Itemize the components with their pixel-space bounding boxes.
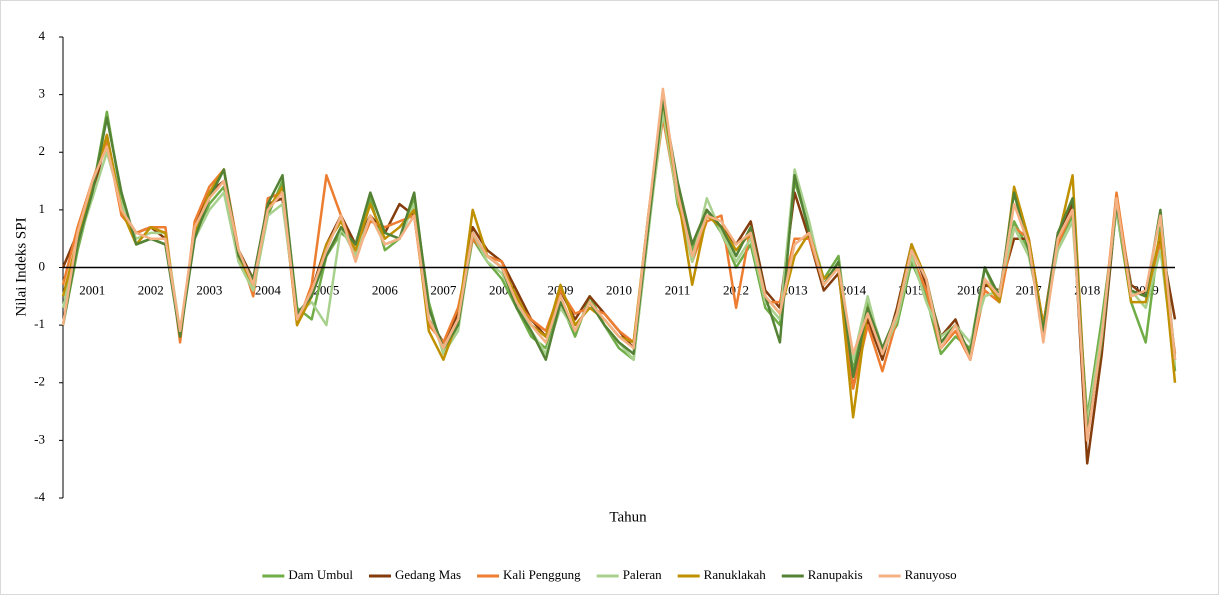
y-tick-label: -1 [34, 316, 45, 331]
x-tick-label: 2006 [372, 282, 399, 297]
y-tick-label: -3 [34, 431, 45, 446]
x-tick-label: 2003 [196, 282, 222, 297]
legend-label: Kali Penggung [503, 567, 581, 582]
x-tick-label: 2016 [957, 282, 984, 297]
y-axis-title: Nilai Indeks SPI [13, 217, 29, 316]
y-tick-label: 2 [39, 143, 46, 158]
x-tick-label: 2014 [840, 282, 867, 297]
x-tick-label: 2011 [665, 282, 691, 297]
x-tick-label: 2004 [255, 282, 282, 297]
y-tick-label: 0 [39, 258, 46, 273]
legend-label: Ranupakis [808, 567, 863, 582]
legend-label: Dam Umbul [288, 567, 353, 582]
x-tick-label: 2002 [138, 282, 164, 297]
y-tick-label: 1 [39, 201, 46, 216]
legend-label: Paleran [623, 567, 662, 582]
legend-label: Ranuyoso [905, 567, 957, 582]
y-tick-label: 3 [39, 86, 46, 101]
x-tick-label: 2010 [606, 282, 632, 297]
series-line [61, 87, 1177, 442]
legend-label: Ranuklakah [704, 567, 767, 582]
y-tick-label: -2 [34, 374, 45, 389]
y-tick-label: 4 [39, 28, 46, 43]
x-tick-label: 2001 [79, 282, 105, 297]
x-tick-label: 2007 [430, 282, 457, 297]
x-tick-label: 2018 [1074, 282, 1100, 297]
y-tick-label: -4 [34, 489, 45, 504]
legend-label: Gedang Mas [395, 567, 461, 582]
x-tick-label: 2012 [723, 282, 749, 297]
x-axis-title: Tahun [609, 509, 647, 525]
